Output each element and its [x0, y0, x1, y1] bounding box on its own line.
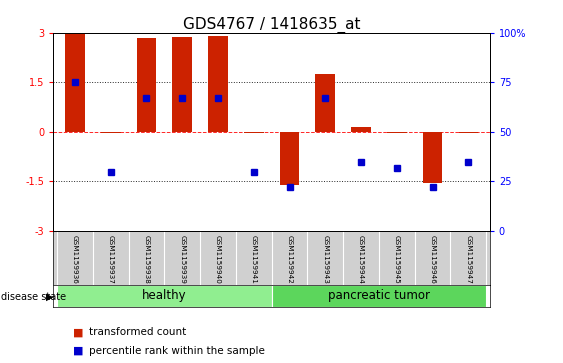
Text: GSM1159946: GSM1159946 [430, 235, 436, 284]
Text: disease state: disease state [1, 291, 66, 302]
Text: healthy: healthy [142, 289, 187, 302]
Bar [423, 132, 443, 183]
Bar [65, 33, 85, 132]
Text: transformed count: transformed count [89, 327, 186, 337]
Text: GSM1159941: GSM1159941 [251, 235, 257, 284]
Text: GSM1159938: GSM1159938 [144, 235, 149, 284]
Text: GSM1159942: GSM1159942 [287, 235, 293, 284]
Bar [351, 127, 371, 132]
Text: GSM1159936: GSM1159936 [72, 235, 78, 284]
Bar [387, 132, 406, 134]
Text: GSM1159937: GSM1159937 [108, 235, 114, 284]
Bar [280, 132, 300, 185]
Text: GSM1159947: GSM1159947 [466, 235, 471, 284]
Text: ■: ■ [73, 327, 84, 337]
Text: GSM1159943: GSM1159943 [322, 235, 328, 284]
Bar [244, 132, 263, 134]
Text: GSM1159944: GSM1159944 [358, 235, 364, 284]
Text: ■: ■ [73, 346, 84, 356]
Bar [315, 74, 335, 132]
Text: pancreatic tumor: pancreatic tumor [328, 289, 430, 302]
Text: ▶: ▶ [46, 291, 53, 302]
Bar [137, 38, 157, 132]
Text: GSM1159939: GSM1159939 [179, 235, 185, 284]
Bar [208, 36, 228, 132]
Bar [101, 132, 120, 134]
Text: GSM1159945: GSM1159945 [394, 235, 400, 284]
Text: GSM1159940: GSM1159940 [215, 235, 221, 284]
Bar [272, 285, 486, 307]
Text: percentile rank within the sample: percentile rank within the sample [89, 346, 265, 356]
Bar [458, 132, 478, 134]
Bar [57, 285, 272, 307]
Title: GDS4767 / 1418635_at: GDS4767 / 1418635_at [183, 16, 360, 33]
Bar [172, 37, 192, 132]
